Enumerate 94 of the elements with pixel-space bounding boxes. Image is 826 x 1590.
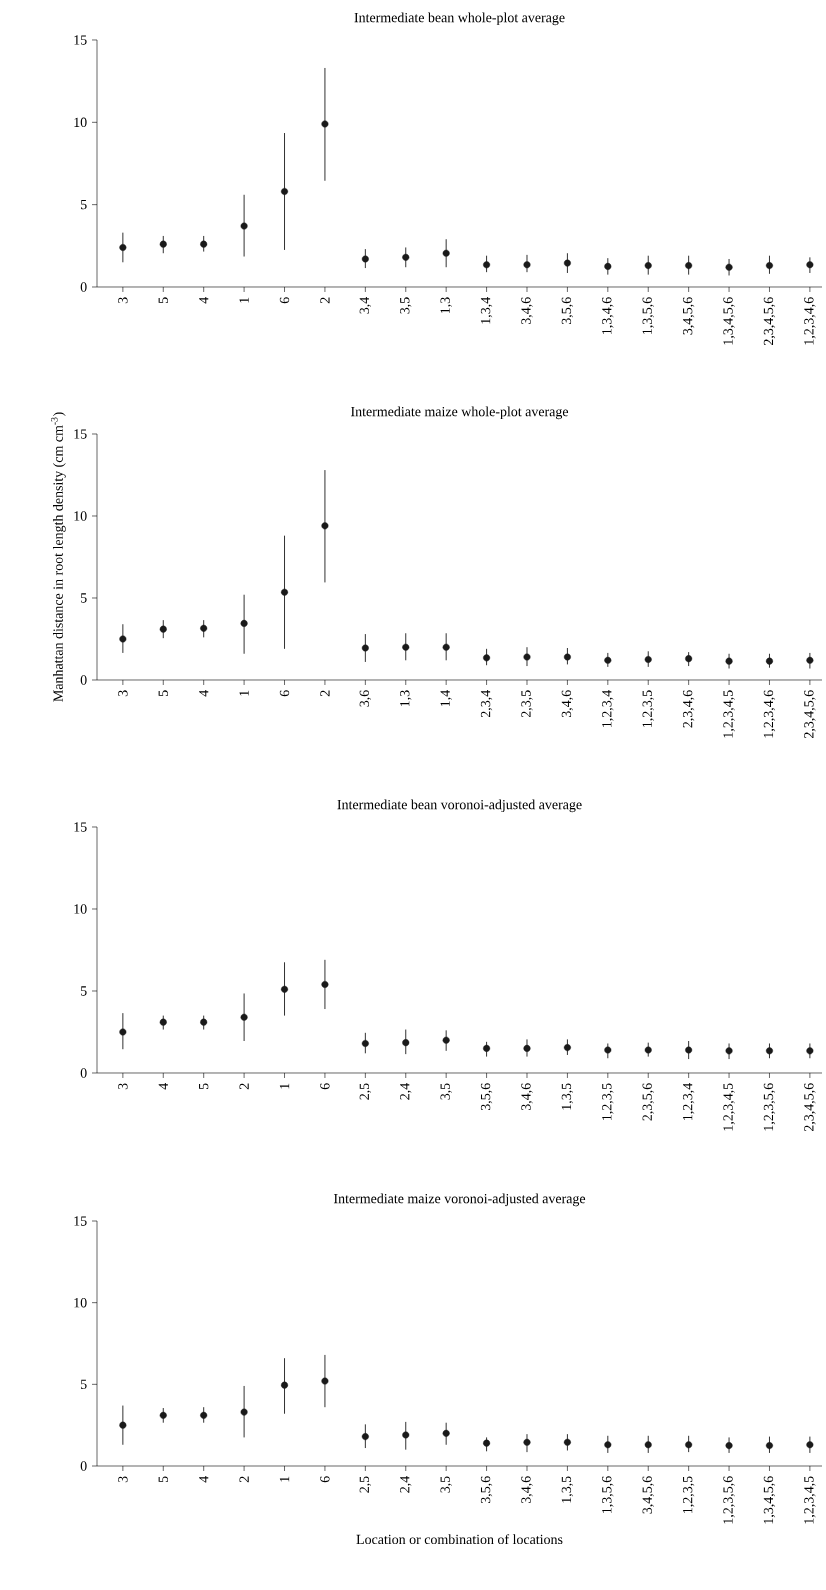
y-tick-label: 5 xyxy=(80,200,87,210)
x-tick-label: 1,3,4,5,6 xyxy=(763,1476,776,1524)
x-tick-label: 1,2,3,4,6 xyxy=(804,297,816,345)
x-tick-label: 1,3,4,5,6 xyxy=(723,297,735,345)
x-tick-label: 6 xyxy=(279,690,290,697)
x-tick-label: 1,3,5,6 xyxy=(642,297,654,334)
x-tick-label: 1,2,3,5,6 xyxy=(723,1476,735,1524)
x-tick-label: 4 xyxy=(199,690,209,697)
x-tick-label: 2 xyxy=(239,1476,249,1483)
x-tick-label: 1,2,3,5 xyxy=(602,1083,614,1120)
y-tick-label: 10 xyxy=(74,511,87,521)
x-tick-label: 2,4 xyxy=(400,1083,412,1100)
x-tick-label: 1,2,3,5 xyxy=(682,1476,695,1513)
chart-title: Intermediate bean voronoi-adjusted average xyxy=(337,799,582,813)
x-tick-label: 2,4 xyxy=(400,1476,412,1493)
x-tick-label: 2,5 xyxy=(359,1083,372,1100)
x-tick-label: 1,2,3,5 xyxy=(642,690,654,727)
x-tick-label: 6 xyxy=(320,1476,330,1483)
chart-title: Intermediate maize voronoi-adjusted average xyxy=(333,1193,586,1207)
x-tick-label: 1,2,3,4,5 xyxy=(723,1083,735,1131)
x-tick-label: 2 xyxy=(239,1083,249,1090)
x-tick-label: 3,6 xyxy=(359,690,372,707)
x-tick-label: 5 xyxy=(199,1083,209,1089)
y-tick-label: 10 xyxy=(74,117,87,128)
x-tick-label: 1,2,3,4 xyxy=(602,690,614,727)
x-tick-label: 6 xyxy=(279,297,290,304)
x-tick-label: 3,5 xyxy=(400,297,412,314)
x-tick-label: 1,2,3,4,5 xyxy=(804,1476,816,1524)
x-tick-label: 2,3,4,5,6 xyxy=(763,297,776,346)
x-tick-label: 1,3,5 xyxy=(561,1083,574,1110)
x-tick-label: 3,4,5,6 xyxy=(642,1476,654,1514)
y-tick-label: 15 xyxy=(74,429,87,439)
y-tick-label: 0 xyxy=(80,1461,87,1471)
x-tick-label: 2,3,4,5,6 xyxy=(804,690,816,739)
x-tick-label: 1,2,3,4,6 xyxy=(763,690,776,738)
x-tick-label: 1,3 xyxy=(440,297,452,314)
y-tick-label: 10 xyxy=(74,904,87,914)
x-tick-label: 4 xyxy=(158,1083,168,1090)
chart-title: Intermediate maize whole-plot average xyxy=(351,406,569,420)
x-tick-label: 1,4 xyxy=(440,690,452,707)
x-tick-label: 5 xyxy=(158,690,168,696)
x-tick-label: 3,5,6 xyxy=(480,1476,493,1504)
x-tick-label: 2,3,5,6 xyxy=(642,1083,654,1121)
x-tick-label: 1,3,4,6 xyxy=(602,297,614,334)
x-axis-title: Location or combination of locations xyxy=(356,1534,563,1545)
x-tick-label: 1 xyxy=(279,1476,290,1482)
y-tick-label: 5 xyxy=(80,1379,87,1389)
x-tick-label: 3,4 xyxy=(359,297,372,314)
x-tick-label: 1 xyxy=(239,297,249,303)
x-tick-label: 1,2,3,5,6 xyxy=(763,1083,776,1131)
x-tick-label: 3,4,6 xyxy=(521,297,533,325)
x-tick-label: 2 xyxy=(320,690,330,697)
y-tick-label: 10 xyxy=(74,1297,87,1308)
x-tick-label: 2 xyxy=(320,297,330,304)
x-tick-label: 2,3,4 xyxy=(480,690,493,718)
x-tick-label: 1,3,4 xyxy=(480,297,493,324)
x-tick-label: 3,4,6 xyxy=(521,1476,533,1504)
x-tick-label: 1 xyxy=(239,690,249,696)
y-tick-label: 15 xyxy=(74,35,87,45)
y-tick-label: 0 xyxy=(80,1068,87,1078)
x-tick-label: 2,3,4,6 xyxy=(682,690,695,728)
x-tick-label: 1,3,5,6 xyxy=(602,1476,614,1513)
x-tick-label: 3,5,6 xyxy=(561,297,574,325)
x-tick-label: 3,4,6 xyxy=(521,1083,533,1111)
x-tick-label: 2,3,5 xyxy=(521,690,533,718)
y-tick-label: 0 xyxy=(80,282,87,292)
x-tick-label: 4 xyxy=(199,297,209,304)
x-tick-label: 3,4,6 xyxy=(561,690,574,718)
x-tick-label: 2,5 xyxy=(359,1476,372,1493)
x-tick-label: 3,5,6 xyxy=(480,1083,493,1111)
x-tick-label: 4 xyxy=(199,1476,209,1483)
x-tick-label: 3,5 xyxy=(440,1083,452,1100)
x-tick-label: 3,4,5,6 xyxy=(682,297,695,335)
x-tick-label: 5 xyxy=(158,297,168,303)
y-tick-label: 5 xyxy=(80,986,87,996)
y-tick-label: 0 xyxy=(80,675,87,685)
x-tick-label: 1,2,3,4 xyxy=(682,1083,695,1120)
x-tick-label: 3 xyxy=(118,1476,128,1483)
x-tick-label: 1 xyxy=(279,1083,290,1089)
x-tick-label: 3 xyxy=(118,1083,128,1090)
x-tick-label: 6 xyxy=(320,1083,330,1090)
x-tick-label: 1,3 xyxy=(400,690,412,707)
x-tick-label: 3,5 xyxy=(440,1476,452,1493)
x-tick-label: 1,3,5 xyxy=(561,1476,574,1503)
x-tick-label: 1,2,3,4,5 xyxy=(723,690,735,738)
y-tick-label: 15 xyxy=(74,1216,87,1226)
y-tick-label: 5 xyxy=(80,593,87,603)
y-axis-title: Manhattan distance in root length density (cm cm$^{-3}$) xyxy=(51,412,66,702)
chart-title: Intermediate bean whole-plot average xyxy=(354,12,565,26)
x-tick-label: 3 xyxy=(118,690,128,697)
x-tick-label: 5 xyxy=(158,1476,168,1483)
y-tick-label: 15 xyxy=(74,822,87,832)
x-tick-label: 2,3,4,5,6 xyxy=(804,1083,816,1132)
x-tick-label: 3 xyxy=(118,297,128,304)
